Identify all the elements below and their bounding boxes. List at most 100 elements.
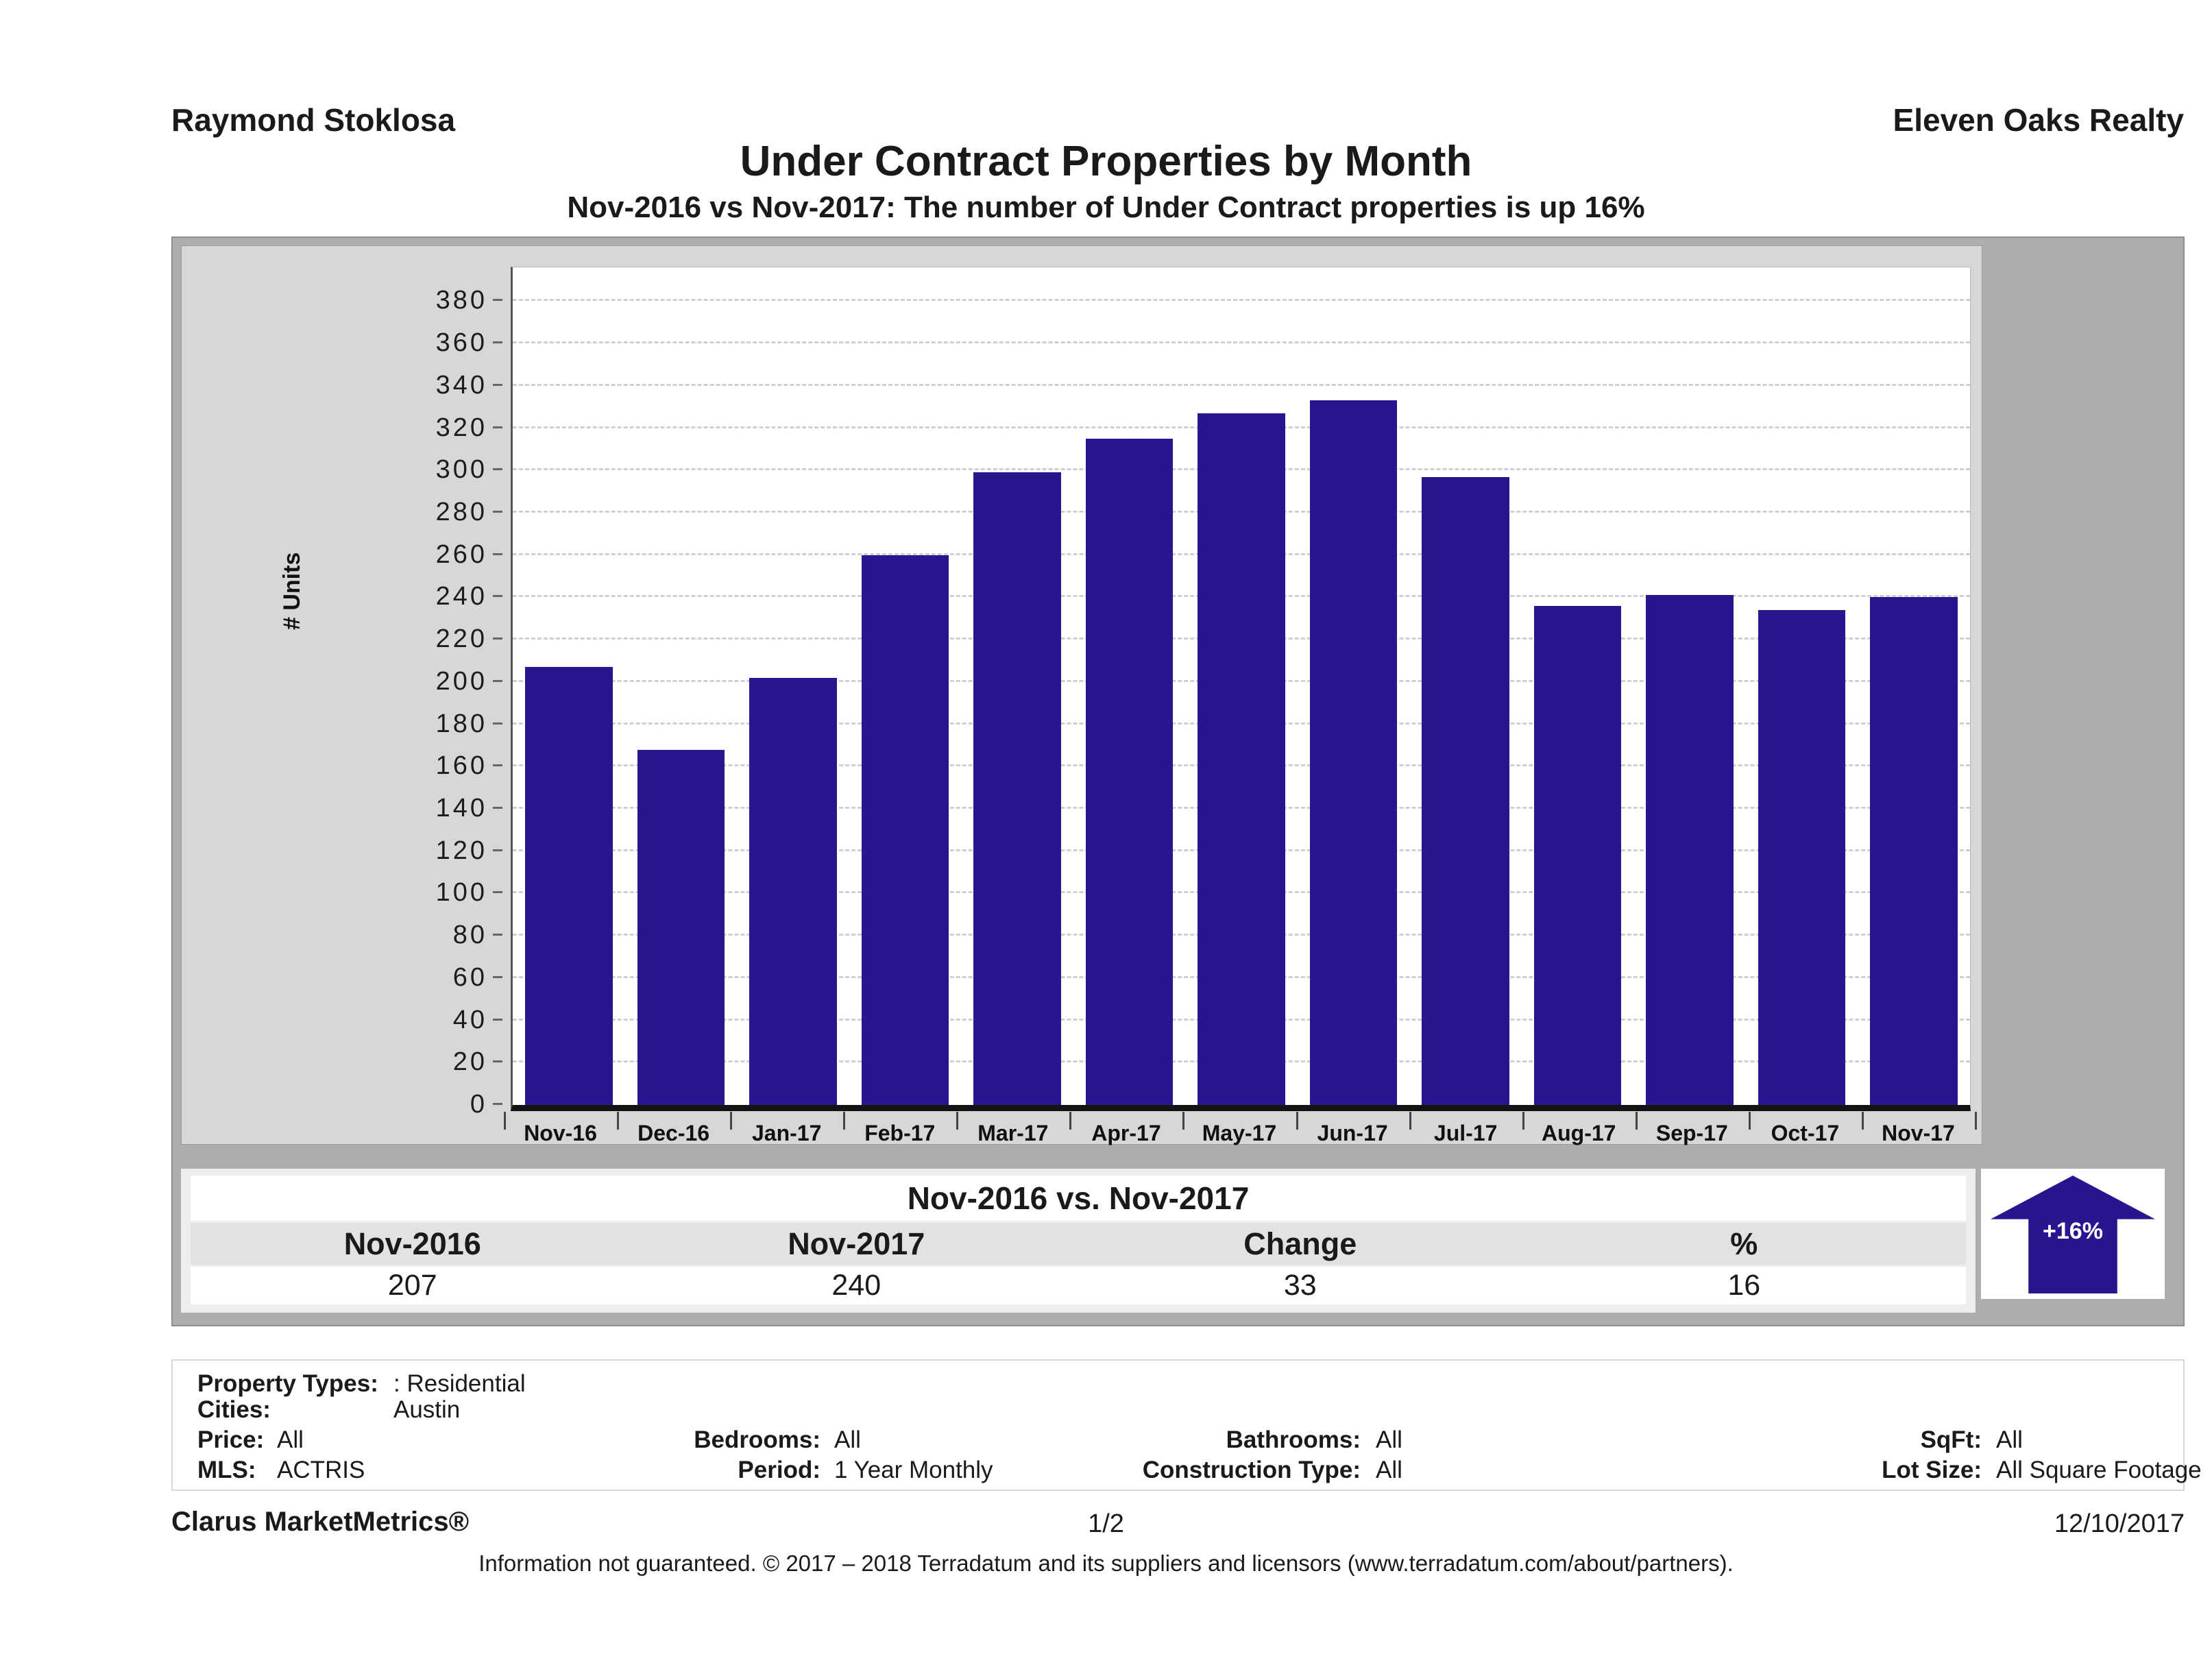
bar <box>1533 605 1622 1105</box>
y-tick-label: 220 <box>435 624 487 654</box>
x-tick-mark <box>1635 1112 1638 1130</box>
bar-slot <box>1298 267 1410 1105</box>
y-tick-label: 60 <box>452 962 487 992</box>
bar-slot <box>1746 267 1858 1105</box>
x-tick-mark <box>1296 1112 1298 1130</box>
y-tick-mark <box>493 1018 502 1021</box>
x-tick-mark <box>504 1112 506 1130</box>
y-tick-mark <box>493 722 502 725</box>
bar-slot <box>625 267 738 1105</box>
comparison-col-header: % <box>1730 1226 1758 1261</box>
x-tick-mark <box>1409 1112 1411 1130</box>
construction-type-label: Construction Type: <box>1142 1457 1361 1483</box>
chart-outer-panel: # Units 0 20 40 60 80 100 120 140 160 180 200 220 24… <box>171 236 2185 1326</box>
y-tick-label: 340 <box>435 370 487 400</box>
criteria-row: Property Types: : Residential <box>173 1370 2183 1400</box>
y-tick-label: 40 <box>452 1005 487 1034</box>
cities-value: Austin <box>393 1396 461 1423</box>
report-date: 12/10/2017 <box>2054 1509 2185 1538</box>
page-number: 1/2 <box>1088 1509 1124 1538</box>
month-label: Jul-17 <box>1433 1121 1498 1145</box>
comparison-col-header: Change <box>1243 1226 1357 1261</box>
period-label: Period: <box>738 1457 821 1483</box>
bar <box>1646 595 1734 1105</box>
bar <box>1309 400 1398 1105</box>
month-label: Nov-16 <box>524 1121 597 1145</box>
comparison-table: Nov-2016 vs. Nov-2017 Nov-2016 Nov-2017 … <box>181 1169 1976 1313</box>
x-tick-mark <box>1975 1112 1977 1130</box>
bar-slot <box>849 267 962 1105</box>
product-name: Clarus MarketMetrics® <box>171 1507 470 1537</box>
plot-area <box>511 267 1971 1111</box>
bar <box>861 555 949 1105</box>
x-axis-labels: Nov-16 Dec-16 Jan-17 Feb-17 Mar-17 Apr-17 May-… <box>504 1115 1975 1151</box>
month-label: Jun-17 <box>1317 1121 1388 1145</box>
x-tick-mark <box>1748 1112 1751 1130</box>
bar-slot <box>961 267 1073 1105</box>
y-tick-mark <box>493 552 502 555</box>
month-label: Mar-17 <box>977 1121 1049 1145</box>
comparison-col-header: Nov-2017 <box>788 1226 925 1261</box>
y-tick-label: 320 <box>435 413 487 442</box>
x-tick-mark <box>730 1112 733 1130</box>
comparison-value: 16 <box>1727 1269 1761 1302</box>
bar-slot <box>1522 267 1634 1105</box>
bathrooms-value: All <box>1376 1426 1402 1453</box>
x-tick-mark <box>843 1112 846 1130</box>
bar-slot <box>1633 267 1746 1105</box>
price-label: Price: <box>197 1426 265 1453</box>
bedrooms-label: Bedrooms: <box>694 1426 821 1453</box>
chart-area: # Units 0 20 40 60 80 100 120 140 160 180 200 220 24… <box>181 245 1982 1145</box>
y-tick-label: 180 <box>435 709 487 738</box>
y-tick-label: 380 <box>435 286 487 315</box>
agent-name: Raymond Stoklosa <box>171 102 456 138</box>
bar <box>1198 413 1285 1105</box>
month-label: Dec-16 <box>637 1121 710 1145</box>
construction-type-value: All <box>1376 1457 1402 1483</box>
y-tick-label: 100 <box>435 878 487 908</box>
y-tick-mark <box>493 1060 502 1063</box>
month-label: Aug-17 <box>1542 1121 1616 1145</box>
comparison-value: 33 <box>1283 1269 1317 1302</box>
y-tick-mark <box>493 1103 502 1105</box>
criteria-row: Cities: Austin <box>173 1396 2183 1426</box>
trend-badge: +16% <box>2043 1217 2103 1244</box>
bar-slot <box>1185 267 1298 1105</box>
y-tick-label: 280 <box>435 497 487 526</box>
month-label: Oct-17 <box>1771 1121 1840 1145</box>
lot-size-value: All Square Footage <box>1996 1457 2202 1483</box>
price-value: All <box>277 1426 304 1453</box>
report-subtitle: Nov-2016 vs Nov-2017: The number of Unde… <box>567 191 1645 224</box>
x-tick-mark <box>1861 1112 1864 1130</box>
comparison-value: 207 <box>387 1269 437 1302</box>
y-tick-mark <box>493 637 502 640</box>
month-label: Apr-17 <box>1091 1121 1161 1145</box>
month-label: Sep-17 <box>1655 1121 1728 1145</box>
y-tick-mark <box>493 679 502 682</box>
y-tick-label: 120 <box>435 836 487 865</box>
x-tick-mark <box>1522 1112 1524 1130</box>
y-tick-label: 20 <box>452 1047 487 1077</box>
y-tick-label: 80 <box>452 921 487 950</box>
y-tick-label: 300 <box>435 455 487 485</box>
y-tick-label: 360 <box>435 328 487 358</box>
y-tick-mark <box>493 891 502 894</box>
lot-size-label: Lot Size: <box>1882 1457 1982 1483</box>
y-tick-mark <box>493 975 502 978</box>
period-value: 1 Year Monthly <box>834 1457 993 1483</box>
bar <box>1758 609 1846 1105</box>
y-tick-mark <box>493 383 502 386</box>
criteria-row: Price: All Bedrooms: All Bathrooms: All … <box>173 1426 2183 1457</box>
y-tick-label: 240 <box>435 582 487 611</box>
gridline <box>513 341 1970 344</box>
trend-arrow-box: +16% <box>1981 1169 2165 1299</box>
bar <box>749 677 837 1105</box>
bar <box>1085 438 1174 1105</box>
y-tick-label: 200 <box>435 666 487 696</box>
bedrooms-value: All <box>834 1426 861 1453</box>
y-tick-mark <box>493 426 502 428</box>
report-title: Under Contract Properties by Month <box>740 138 1472 185</box>
cities-label: Cities: <box>197 1396 271 1423</box>
gridline <box>513 383 1970 386</box>
comparison-col-header: Nov-2016 <box>343 1226 481 1261</box>
